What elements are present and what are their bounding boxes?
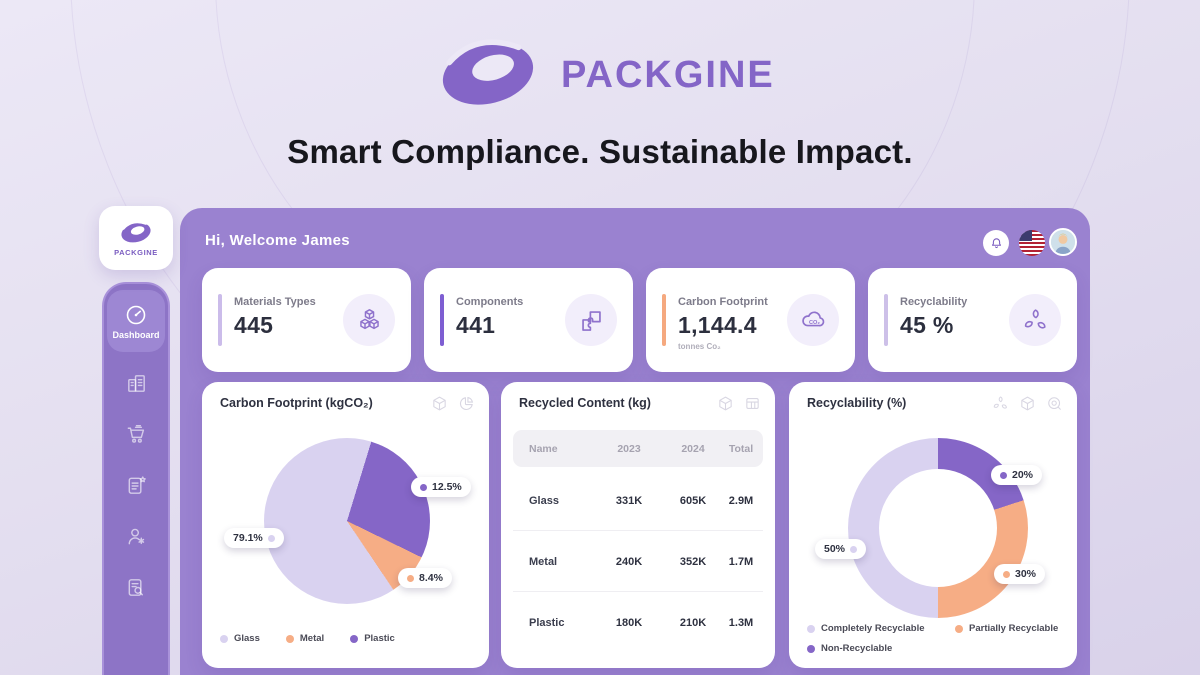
table-row: Metal 240K 352K 1.7M xyxy=(513,532,763,592)
cubes-icon xyxy=(356,307,383,334)
stat-card-components: Components 441 xyxy=(424,268,633,372)
sidebar-logo-card[interactable]: PACKGINE xyxy=(99,206,173,270)
sidebar-item-users[interactable] xyxy=(107,516,165,556)
stat-value: 441 xyxy=(456,312,496,338)
stat-value: 1,144.4 xyxy=(678,312,757,338)
donut-chart xyxy=(848,438,1028,618)
cube-icon[interactable] xyxy=(1019,395,1036,412)
table-title: Recycled Content (kg) xyxy=(519,396,651,410)
cube-icon[interactable] xyxy=(431,395,448,412)
sidebar-item-organization[interactable] xyxy=(107,363,165,403)
stat-card-carbon-footprint: Carbon Footprint 1,144.4 tonnes Co₂ xyxy=(646,268,855,372)
recyclability-chart-card: Recyclability (%) 20% 50% 30% Completely… xyxy=(789,382,1077,668)
donut-label-partially: 30% xyxy=(994,564,1046,584)
chart-title: Recyclability (%) xyxy=(807,396,907,410)
notifications-button[interactable] xyxy=(983,230,1009,256)
table-icon[interactable] xyxy=(744,395,761,412)
stat-title: Materials Types xyxy=(234,296,316,308)
donut-label-completely: 50% xyxy=(815,539,867,559)
user-settings-icon xyxy=(125,525,148,548)
table-header: Name 2023 2024 Total xyxy=(513,430,763,467)
stat-title: Components xyxy=(456,296,524,308)
packgine-logo-icon xyxy=(437,32,539,114)
stat-card-materials-types: Materials Types 445 xyxy=(202,268,411,372)
stat-value: 45 % xyxy=(900,312,954,338)
accent-bar xyxy=(884,294,888,346)
cube-icon[interactable] xyxy=(717,395,734,412)
stat-value: 445 xyxy=(234,312,274,338)
stat-card-recyclability: Recyclability 45 % xyxy=(868,268,1077,372)
donut-label-non-recyclable: 20% xyxy=(991,465,1043,485)
accent-bar xyxy=(218,294,222,346)
sidebar-item-procurement[interactable] xyxy=(107,414,165,454)
stat-unit: tonnes Co₂ xyxy=(678,342,721,351)
pie-label-metal: 8.4% xyxy=(398,568,452,588)
user-avatar[interactable] xyxy=(1049,228,1077,256)
stat-title: Recyclability xyxy=(900,296,968,308)
carbon-footprint-chart-card: Carbon Footprint (kgCO₂) 12.5% 79.1% 8.4… xyxy=(202,382,489,668)
document-star-icon xyxy=(125,474,148,497)
building-icon xyxy=(125,372,148,395)
tagline: Smart Compliance. Sustainable Impact. xyxy=(287,133,913,170)
donut-zoom-icon[interactable] xyxy=(1046,395,1063,412)
sidebar-brand-label: PACKGINE xyxy=(114,248,158,257)
dashboard-panel: Hi, Welcome James Materials Types 445 Co… xyxy=(180,208,1090,675)
sidebar-item-reports[interactable] xyxy=(107,465,165,505)
sidebar: Dashboard xyxy=(102,282,170,675)
sidebar-item-label: Dashboard xyxy=(112,329,160,340)
table-row: Plastic 180K 210K 1.3M xyxy=(529,617,754,629)
recycle-icon xyxy=(1022,307,1049,334)
chart-title: Carbon Footprint (kgCO₂) xyxy=(220,396,373,410)
table-row: Glass 331K 605K 2.9M xyxy=(513,471,763,531)
greeting-text: Hi, Welcome James xyxy=(205,232,350,249)
document-search-icon xyxy=(125,576,148,599)
recycled-content-table-card: Recycled Content (kg) Name 2023 2024 Tot… xyxy=(501,382,775,668)
accent-bar xyxy=(662,294,666,346)
cart-icon xyxy=(125,423,148,446)
pie-label-glass: 79.1% xyxy=(224,528,284,548)
donut-legend: Completely Recyclable Partially Recyclab… xyxy=(807,623,1065,654)
accent-bar xyxy=(440,294,444,346)
sidebar-item-audit[interactable] xyxy=(107,567,165,607)
sidebar-item-dashboard[interactable]: Dashboard xyxy=(107,290,165,352)
pie-label-plastic: 12.5% xyxy=(411,477,471,497)
brand-title: PACKGINE xyxy=(561,54,775,96)
pie-chart-icon[interactable] xyxy=(458,395,475,412)
gauge-icon xyxy=(124,303,148,327)
pie-legend: Glass Metal Plastic xyxy=(220,633,395,644)
avatar-image xyxy=(1051,230,1075,254)
bell-icon xyxy=(989,236,1004,251)
recycle-icon[interactable] xyxy=(992,395,1009,412)
co2-cloud-icon xyxy=(800,307,827,334)
puzzle-icon xyxy=(578,307,605,334)
packgine-logo-icon xyxy=(118,219,154,246)
donut-hole xyxy=(879,469,997,587)
stat-title: Carbon Footprint xyxy=(678,296,768,308)
language-selector[interactable] xyxy=(1019,230,1045,256)
